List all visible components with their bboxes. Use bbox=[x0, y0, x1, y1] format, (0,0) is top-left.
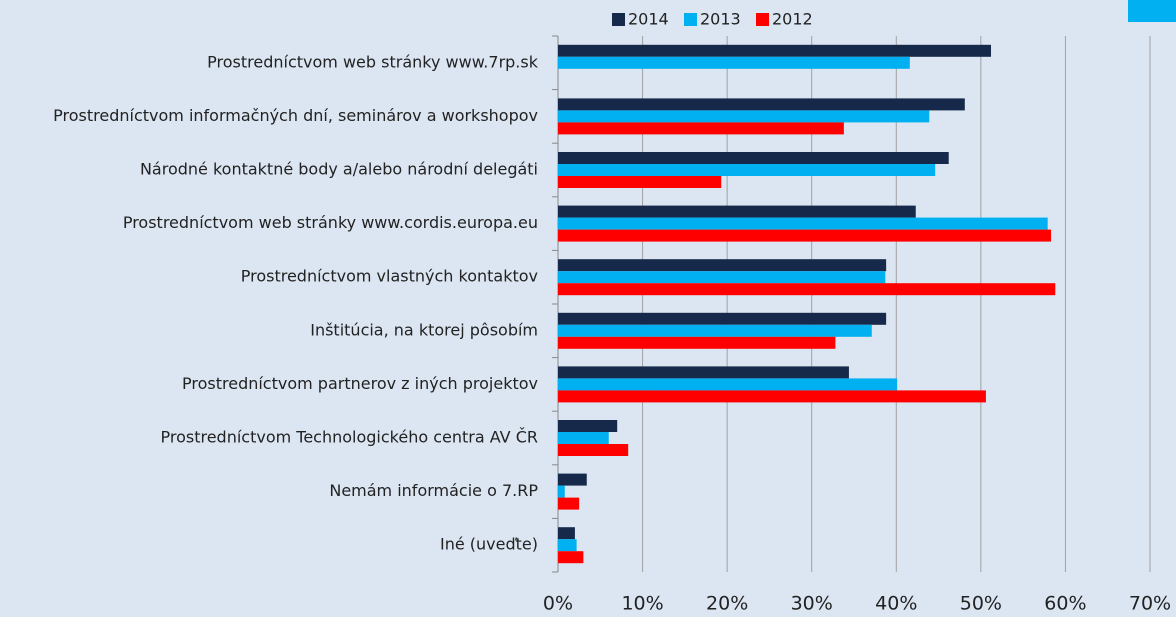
bar bbox=[558, 271, 886, 284]
bar bbox=[558, 366, 849, 379]
bar bbox=[558, 551, 584, 564]
bar bbox=[558, 152, 949, 164]
category-label: Prostredníctvom vlastných kontaktov bbox=[241, 267, 538, 286]
x-tick-label: 30% bbox=[791, 593, 833, 615]
bar bbox=[558, 324, 872, 337]
bar bbox=[558, 122, 844, 135]
bar bbox=[558, 485, 565, 498]
bar bbox=[558, 336, 836, 349]
bar bbox=[558, 444, 629, 456]
bar bbox=[558, 164, 936, 176]
x-tick-label: 50% bbox=[960, 593, 1002, 615]
bar bbox=[558, 312, 887, 325]
x-tick-label: 70% bbox=[1129, 593, 1171, 615]
legend-swatch bbox=[684, 13, 697, 26]
category-label: Národné kontaktné body a/alebo národní d… bbox=[140, 160, 538, 179]
bar bbox=[558, 44, 992, 57]
category-label: Prostredníctvom web stránky www.7rp.sk bbox=[207, 52, 539, 71]
corner-decoration bbox=[1128, 0, 1176, 22]
x-tick-label: 0% bbox=[543, 593, 573, 615]
x-tick-label: 60% bbox=[1044, 593, 1086, 615]
category-label: Inštitúcia, na ktorej pôsobím bbox=[310, 320, 538, 339]
legend-label: 2012 bbox=[772, 10, 813, 29]
category-label: Prostredníctvom informačných dní, seminá… bbox=[53, 106, 538, 125]
x-tick-label: 40% bbox=[875, 593, 917, 615]
legend-label: 2013 bbox=[700, 10, 741, 29]
bar bbox=[558, 229, 1052, 242]
x-tick-label: 20% bbox=[706, 593, 748, 615]
bar bbox=[558, 420, 618, 432]
bar bbox=[558, 473, 587, 486]
legend-swatch bbox=[756, 13, 769, 26]
bar bbox=[558, 56, 910, 69]
bar bbox=[558, 390, 986, 403]
bar bbox=[558, 259, 887, 272]
category-label: Prostredníctvom web stránky www.cordis.e… bbox=[123, 213, 538, 232]
category-label: Iné (uveďte) bbox=[440, 535, 538, 554]
bar bbox=[558, 432, 609, 444]
bar bbox=[558, 497, 580, 510]
bar bbox=[558, 98, 965, 111]
legend-swatch bbox=[612, 13, 625, 26]
bar bbox=[558, 283, 1056, 296]
bar bbox=[558, 539, 577, 552]
category-label: Nemám informácie o 7.RP bbox=[329, 481, 538, 500]
bar bbox=[558, 176, 722, 188]
category-label: Prostredníctvom Technologického centra A… bbox=[160, 428, 538, 447]
bar bbox=[558, 110, 930, 123]
bar bbox=[558, 205, 916, 218]
bar bbox=[558, 378, 898, 391]
legend-label: 2014 bbox=[628, 10, 669, 29]
bar bbox=[558, 217, 1048, 230]
category-label: Prostredníctvom partnerov z iných projek… bbox=[182, 374, 538, 393]
bar bbox=[558, 527, 575, 540]
x-tick-label: 10% bbox=[621, 593, 663, 615]
